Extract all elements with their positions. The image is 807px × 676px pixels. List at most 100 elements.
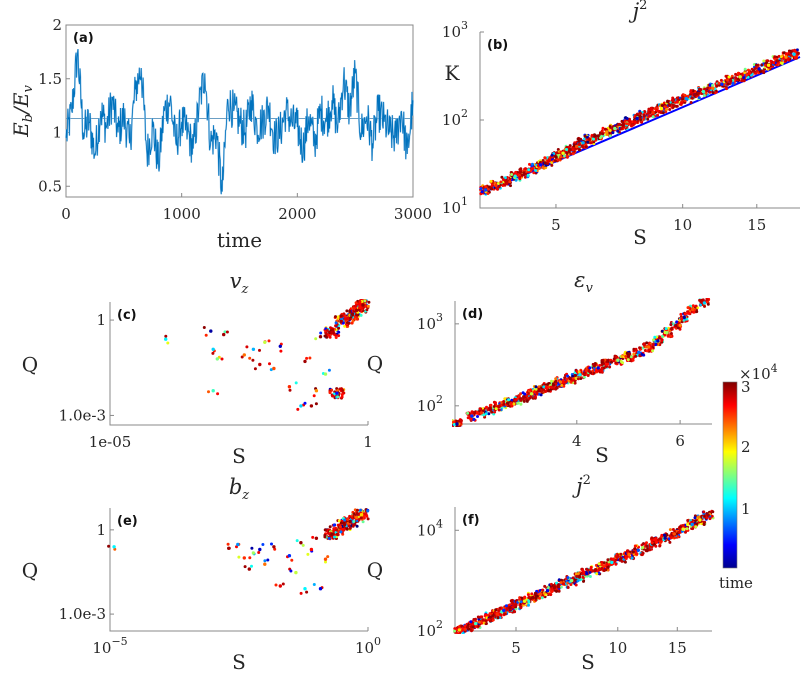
scatter-point-fill <box>692 310 696 314</box>
scatter-point-fill <box>471 625 475 629</box>
scatter-point-fill <box>334 336 338 339</box>
scatter-point-fill <box>583 134 587 138</box>
scatter-point <box>646 345 651 349</box>
scatter-point-fill <box>565 148 569 151</box>
scatter-point-fill <box>216 392 220 396</box>
y-axis-label-sub-v: v <box>21 85 36 93</box>
scatter-point-fill <box>509 599 513 603</box>
scatter-point-fill <box>452 423 456 426</box>
scatter-point-fill <box>547 389 551 393</box>
scatter-point <box>682 315 686 320</box>
scatter-point-fill <box>594 369 598 373</box>
scatter-point-fill <box>519 170 523 174</box>
scatter-point-fill <box>571 148 575 152</box>
scatter-point-fill <box>494 407 498 411</box>
scatter-point-fill <box>345 309 349 313</box>
scatter-point-fill <box>569 152 573 156</box>
scatter-point-fill <box>745 73 749 77</box>
scatter-point-fill <box>527 603 530 607</box>
scatter-point-fill <box>113 547 117 551</box>
scatter-point-fill <box>270 542 273 546</box>
scatter-point-fill <box>494 401 497 405</box>
scatter-point-fill <box>365 308 369 312</box>
scatter-point-fill <box>489 403 493 407</box>
scatter-point <box>287 385 292 389</box>
scatter-point-fill <box>586 374 590 377</box>
scatter-point-fill <box>697 91 700 95</box>
scatter-point-fill <box>554 377 558 381</box>
scatter-point-fill <box>263 559 267 563</box>
scatter-point-fill <box>675 320 679 324</box>
scatter-point <box>545 589 550 593</box>
y-axis-label: K <box>445 61 461 85</box>
scatter-point-fill <box>631 550 635 554</box>
scatter-point-fill <box>706 302 710 306</box>
scatter-point-fill <box>359 516 363 520</box>
scatter-point-fill <box>268 362 271 366</box>
scatter-point-fill <box>655 106 659 110</box>
scatter-point <box>587 137 591 142</box>
scatter-point-fill <box>697 515 701 519</box>
scatter-point-fill <box>348 514 352 518</box>
scatter-point-fill <box>573 381 577 385</box>
scatter-point-fill <box>499 180 503 184</box>
scatter-point-fill <box>504 604 508 608</box>
scatter-point-fill <box>486 187 490 191</box>
scatter-point-fill <box>668 540 672 544</box>
scatter-point-fill <box>508 180 512 184</box>
scatter-point-fill <box>678 525 682 529</box>
scatter-point-fill <box>364 304 367 307</box>
scatter-point <box>675 100 679 104</box>
scatter-point-fill <box>312 394 316 398</box>
scatter-point-fill <box>494 608 498 612</box>
scatter-point <box>299 404 303 408</box>
scatter-point <box>514 603 518 607</box>
scatter-point-fill <box>505 607 509 611</box>
scatter-point-fill <box>601 132 604 136</box>
y-tick-label-base: 1.0e-3 <box>59 406 106 424</box>
scatter-point-fill <box>658 544 662 548</box>
x-tick-label: 4 <box>572 432 582 450</box>
scatter-point-fill <box>623 352 627 356</box>
scatter-point-fill <box>337 334 341 338</box>
scatter-point-fill <box>294 381 298 385</box>
scatter-point <box>483 188 488 192</box>
scatter-point-fill <box>499 610 503 614</box>
scatter-point-fill <box>534 385 538 389</box>
scatter-point-fill <box>490 410 494 414</box>
scatter-point-fill <box>452 425 454 427</box>
scatter-point-fill <box>734 76 738 80</box>
scatter-point-fill <box>652 338 655 342</box>
scatter-point-fill <box>670 98 674 102</box>
scatter-point-fill <box>550 163 554 167</box>
scatter-point-fill <box>577 370 581 374</box>
scatter-point <box>620 123 625 127</box>
scatter-point-fill <box>479 187 483 191</box>
scatter-point <box>227 546 231 550</box>
scatter-point-fill <box>651 115 655 119</box>
y-tick-label: 1 <box>52 124 62 142</box>
x-axis-label: S <box>232 444 246 468</box>
scatter-point-fill <box>488 619 492 623</box>
x-tick-label: 0 <box>61 205 71 223</box>
scatter-point <box>294 570 298 575</box>
scatter-point-fill <box>497 408 501 412</box>
scatter-point-fill <box>500 175 504 179</box>
scatter-point <box>258 362 262 367</box>
scatter-point-fill <box>367 300 371 304</box>
scatter-point <box>613 126 617 131</box>
scatter-point <box>693 93 697 97</box>
y-tick-label: 1.0e-3 <box>59 406 106 424</box>
scatter-point <box>558 380 563 384</box>
scatter-point-fill <box>308 356 312 360</box>
scatter-point <box>287 554 292 558</box>
scatter-point-fill <box>358 300 362 304</box>
y-tick-label-base: 1 <box>52 124 62 142</box>
scatter-point-fill <box>583 371 586 375</box>
scatter-point-fill <box>691 527 695 531</box>
scatter-point-fill <box>220 357 224 361</box>
scatter-point-fill <box>534 168 538 172</box>
x-tick-label: 15 <box>668 639 687 657</box>
